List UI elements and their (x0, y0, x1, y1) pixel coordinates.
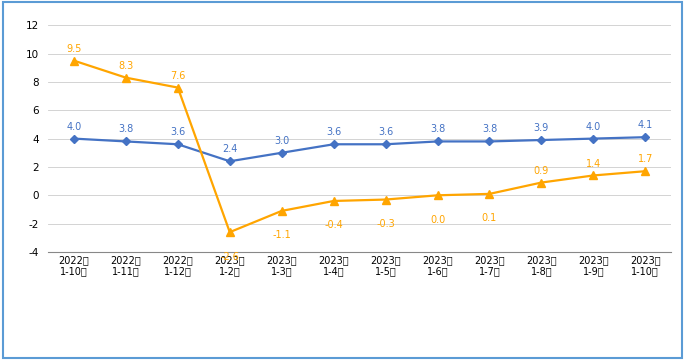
Text: 3.6: 3.6 (326, 127, 341, 137)
Text: 1.7: 1.7 (638, 154, 653, 164)
Text: 4.0: 4.0 (586, 122, 601, 132)
Text: 3.6: 3.6 (378, 127, 393, 137)
Text: 0.0: 0.0 (430, 215, 445, 225)
Text: 3.6: 3.6 (170, 127, 186, 137)
Text: 8.3: 8.3 (119, 61, 134, 71)
Text: -0.4: -0.4 (324, 220, 343, 230)
Text: 4.0: 4.0 (66, 122, 82, 132)
Text: 1.4: 1.4 (586, 158, 601, 168)
Text: 4.1: 4.1 (638, 120, 653, 130)
Text: -2.6: -2.6 (221, 252, 239, 262)
Text: -0.3: -0.3 (376, 219, 395, 229)
Text: 3.8: 3.8 (482, 125, 497, 135)
Text: 3.0: 3.0 (274, 136, 289, 146)
Text: 0.9: 0.9 (534, 166, 549, 176)
Text: 2.4: 2.4 (222, 144, 238, 154)
Text: 7.6: 7.6 (170, 71, 186, 81)
Text: 3.8: 3.8 (119, 125, 134, 135)
Text: 3.9: 3.9 (534, 123, 549, 133)
Text: 3.8: 3.8 (430, 125, 445, 135)
Text: 0.1: 0.1 (482, 213, 497, 223)
Text: 9.5: 9.5 (66, 44, 82, 54)
Text: -1.1: -1.1 (273, 230, 291, 240)
